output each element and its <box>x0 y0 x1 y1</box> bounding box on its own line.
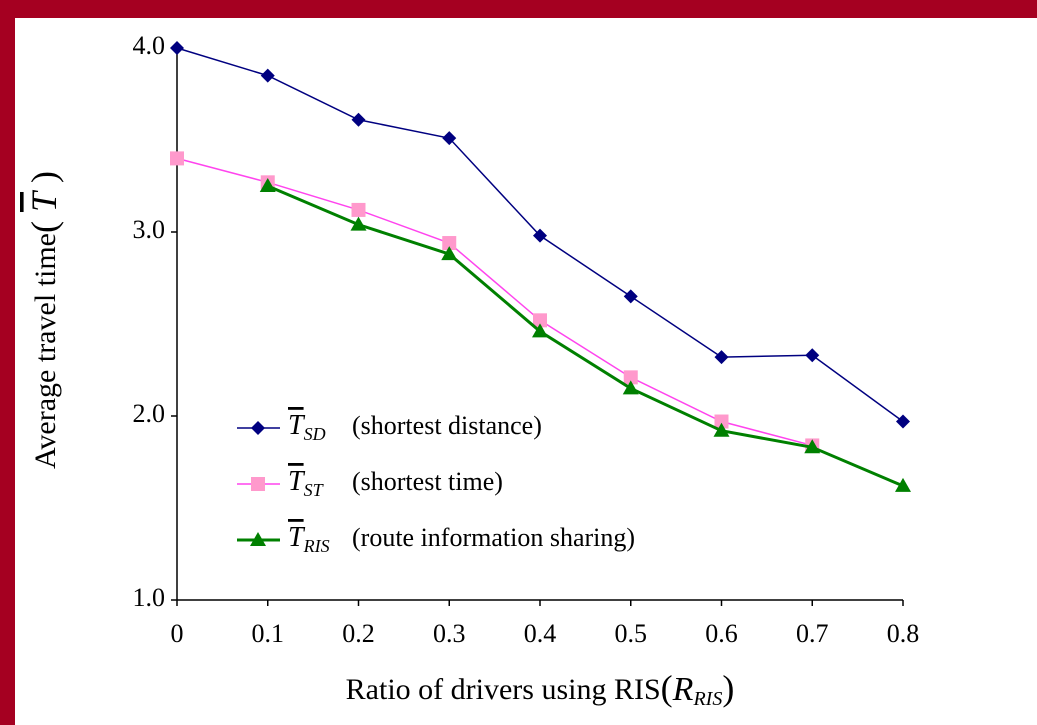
marker <box>713 422 730 437</box>
marker <box>714 414 729 429</box>
x-axis-label-paren: ( <box>661 668 673 708</box>
x-tick-label: 0.7 <box>796 619 829 648</box>
series-line <box>267 184 904 488</box>
x-axis-label-paren: ) <box>722 668 734 708</box>
legend-symbol: T <box>288 466 306 497</box>
legend-description: (route information sharing) <box>352 523 635 552</box>
y-axis-label: Average travel time( T ) <box>24 171 64 469</box>
legend-label: TSD <box>288 410 326 444</box>
y-tick-label: 3.0 <box>133 215 166 244</box>
marker <box>622 380 639 395</box>
x-axis-label-symbol: R <box>672 671 694 708</box>
marker <box>805 348 820 363</box>
x-axis-label: Ratio of drivers using RIS(RRIS) <box>346 668 735 709</box>
y-tick-label: 4.0 <box>133 31 166 60</box>
marker <box>351 112 366 127</box>
legend-label: TRIS <box>288 522 330 556</box>
legend-description: (shortest distance) <box>352 411 542 440</box>
x-axis-label-sub: RIS <box>692 688 722 710</box>
legend-marker <box>251 421 265 435</box>
legend-subscript: ST <box>304 480 325 500</box>
y-axis-label-paren: ) <box>24 171 64 192</box>
x-tick-label: 0.8 <box>887 619 920 648</box>
marker <box>896 414 910 429</box>
marker <box>442 236 457 251</box>
y-axis-label-text: Average travel time <box>29 233 62 469</box>
legend-description: (shortest time) <box>352 467 503 496</box>
marker <box>533 228 547 243</box>
y-axis-label-symbol-letter: T <box>24 189 64 212</box>
marker <box>533 313 547 328</box>
legend-subscript: SD <box>304 424 326 444</box>
marker <box>351 202 366 217</box>
x-tick-label: 0.3 <box>433 619 466 648</box>
x-tick-label: 0.1 <box>252 619 285 648</box>
marker <box>170 151 184 166</box>
marker <box>623 289 638 304</box>
legend-marker <box>251 477 265 491</box>
marker <box>350 216 367 231</box>
marker <box>623 370 638 385</box>
marker <box>259 178 276 192</box>
legend-symbol: T <box>288 522 306 553</box>
y-axis-label-symbol: ( T ) <box>24 171 64 233</box>
legend-label: TST <box>288 466 325 500</box>
x-tick-label: 0.5 <box>615 619 648 648</box>
marker <box>714 350 729 365</box>
y-tick-label: 2.0 <box>133 399 166 428</box>
y-tick-label: 1.0 <box>133 583 166 612</box>
x-tick-label: 0.4 <box>524 619 557 648</box>
x-tick-label: 0 <box>171 619 184 648</box>
marker <box>895 477 911 492</box>
series-line <box>176 157 813 447</box>
legend-subscript: RIS <box>303 536 330 556</box>
marker <box>532 323 548 338</box>
marker <box>441 246 458 261</box>
x-tick-label: 0.2 <box>342 619 375 648</box>
legend-marker <box>250 532 266 546</box>
chart-background <box>15 18 1037 725</box>
marker <box>442 131 457 146</box>
marker <box>260 68 275 83</box>
legend-symbol: T <box>288 410 306 441</box>
x-axis-label-text: Ratio of drivers using RIS <box>346 673 661 706</box>
marker <box>170 41 184 55</box>
marker <box>804 439 821 454</box>
x-tick-label: 0.6 <box>705 619 738 648</box>
